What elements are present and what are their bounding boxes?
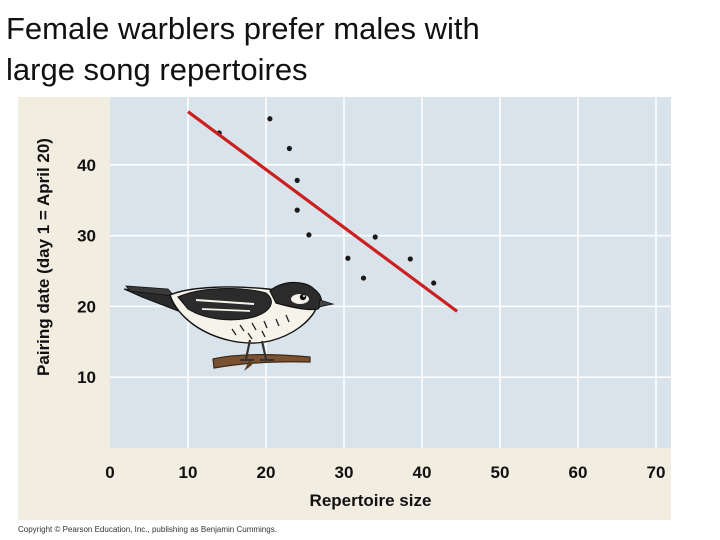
data-point (294, 177, 300, 183)
regression-line (187, 110, 459, 313)
title-line-1: Female warblers prefer males with (6, 11, 480, 46)
data-points (216, 116, 437, 286)
trend-line (187, 110, 459, 313)
y-tick-label: 30 (77, 227, 96, 246)
y-axis-title: Pairing date (day 1 = April 20) (34, 138, 53, 376)
axes: 0 10 20 30 40 50 60 70 10 20 30 40 (77, 156, 665, 482)
data-point (286, 145, 292, 152)
y-tick-label: 40 (77, 156, 96, 175)
data-point (294, 207, 300, 213)
plot-area (110, 97, 671, 448)
y-tick-label: 10 (77, 368, 96, 387)
x-tick-label: 0 (105, 463, 114, 482)
x-axis-title: Repertoire size (310, 491, 432, 510)
title-line-2: large song repertoires (6, 52, 308, 87)
data-point (407, 256, 413, 262)
warbler-bird-illustration (123, 281, 335, 371)
data-point (345, 255, 351, 261)
copyright-notice: Copyright © Pearson Education, Inc., pub… (18, 525, 277, 534)
figure-panel: 0 10 20 30 40 50 60 70 10 20 30 40 (18, 97, 671, 520)
scatter-chart: 0 10 20 30 40 50 60 70 10 20 30 40 (34, 97, 671, 510)
x-tick-label: 60 (569, 463, 588, 482)
x-tick-label: 50 (491, 463, 510, 482)
x-tick-label: 20 (257, 463, 276, 482)
data-point (431, 280, 437, 286)
data-point (306, 232, 312, 238)
x-tick-label: 70 (647, 463, 666, 482)
x-tick-label: 30 (335, 463, 354, 482)
grid-lines (110, 97, 671, 448)
data-point (267, 116, 273, 122)
x-tick-label: 10 (179, 463, 198, 482)
slide-title: Female warblers prefer males with large … (6, 8, 706, 90)
data-point (360, 275, 367, 281)
x-tick-label: 40 (413, 463, 432, 482)
y-tick-label: 20 (77, 297, 96, 316)
data-point (372, 234, 378, 240)
